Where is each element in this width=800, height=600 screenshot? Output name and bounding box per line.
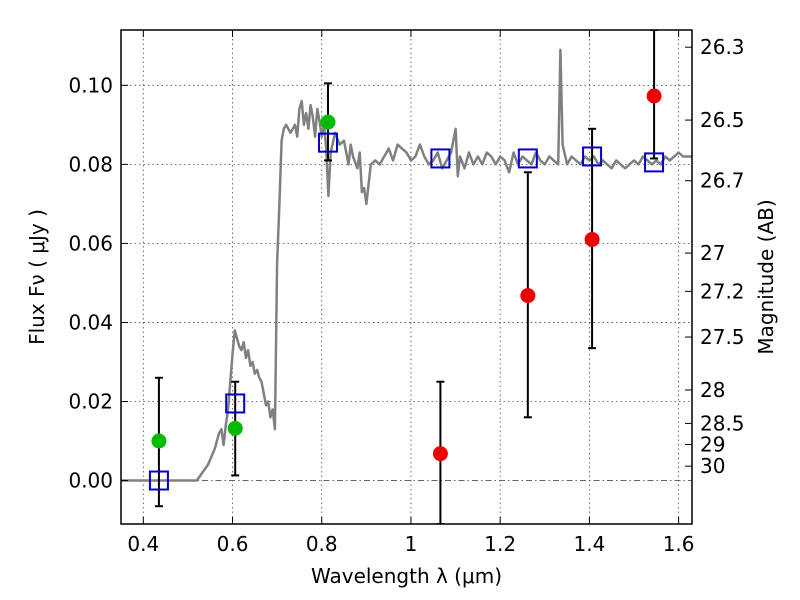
- mag-tick-label: 27: [700, 241, 725, 265]
- x-tick-label: 0.6: [217, 532, 249, 556]
- axis-ticks: 0.4 0.6 0.8 1 1.2 1.4 1.6 0.00 0.02 0.04 0.06 0.08 0…: [68, 30, 745, 556]
- mag-tick-label: 28: [700, 378, 725, 402]
- detection-point: [151, 433, 167, 449]
- mag-tick-label: 27.5: [700, 325, 745, 349]
- y-tick-label: 0.04: [68, 310, 113, 334]
- model-photometry-box: [225, 393, 246, 414]
- plot-content: [121, 30, 692, 524]
- model-photometry-box: [148, 470, 169, 491]
- model-photometry-box: [517, 148, 538, 169]
- mag-tick-label: 28.5: [700, 411, 745, 435]
- grid-lines: [121, 30, 692, 524]
- model-spectrum-line: [121, 48, 692, 482]
- y-tick-label: 0.02: [68, 389, 113, 413]
- mag-tick-label: 29: [700, 432, 725, 456]
- model-photometry-box: [430, 148, 451, 169]
- detection-point: [320, 114, 336, 130]
- mag-tick-label: 26.3: [700, 35, 745, 59]
- nondetection-point: [432, 446, 448, 462]
- x-tick-label: 1.2: [484, 532, 516, 556]
- mag-tick-label: 30: [700, 454, 725, 478]
- mag-tick-label: 26.5: [700, 108, 745, 132]
- y-tick-label: 0.00: [68, 469, 113, 493]
- mag-tick-label: 27.2: [700, 279, 745, 303]
- x-tick-label: 1.6: [663, 532, 695, 556]
- model-photometry-box: [644, 152, 665, 173]
- model-photometry-box: [582, 146, 603, 167]
- nondetection-point: [646, 88, 662, 104]
- mag-tick-label: 26.7: [700, 169, 745, 193]
- nondetection-point: [584, 231, 600, 247]
- y-tick-label: 0.08: [68, 152, 113, 176]
- x-tick-label: 0.4: [127, 532, 159, 556]
- x-axis-label: Wavelength λ (μm): [311, 564, 502, 588]
- x-tick-label: 0.8: [306, 532, 338, 556]
- detection-point: [227, 420, 243, 436]
- plot-frame: [120, 29, 693, 525]
- x-tick-label: 1: [405, 532, 418, 556]
- y-tick-label: 0.06: [68, 231, 113, 255]
- y-axis-label: Flux Fν ( μJy ): [25, 209, 49, 345]
- y-tick-label: 0.10: [68, 73, 113, 97]
- x-tick-label: 1.4: [573, 532, 605, 556]
- model-photometry-box: [317, 132, 338, 153]
- nondetection-point: [520, 288, 536, 304]
- right-axis-label: Magnitude (AB): [754, 199, 778, 354]
